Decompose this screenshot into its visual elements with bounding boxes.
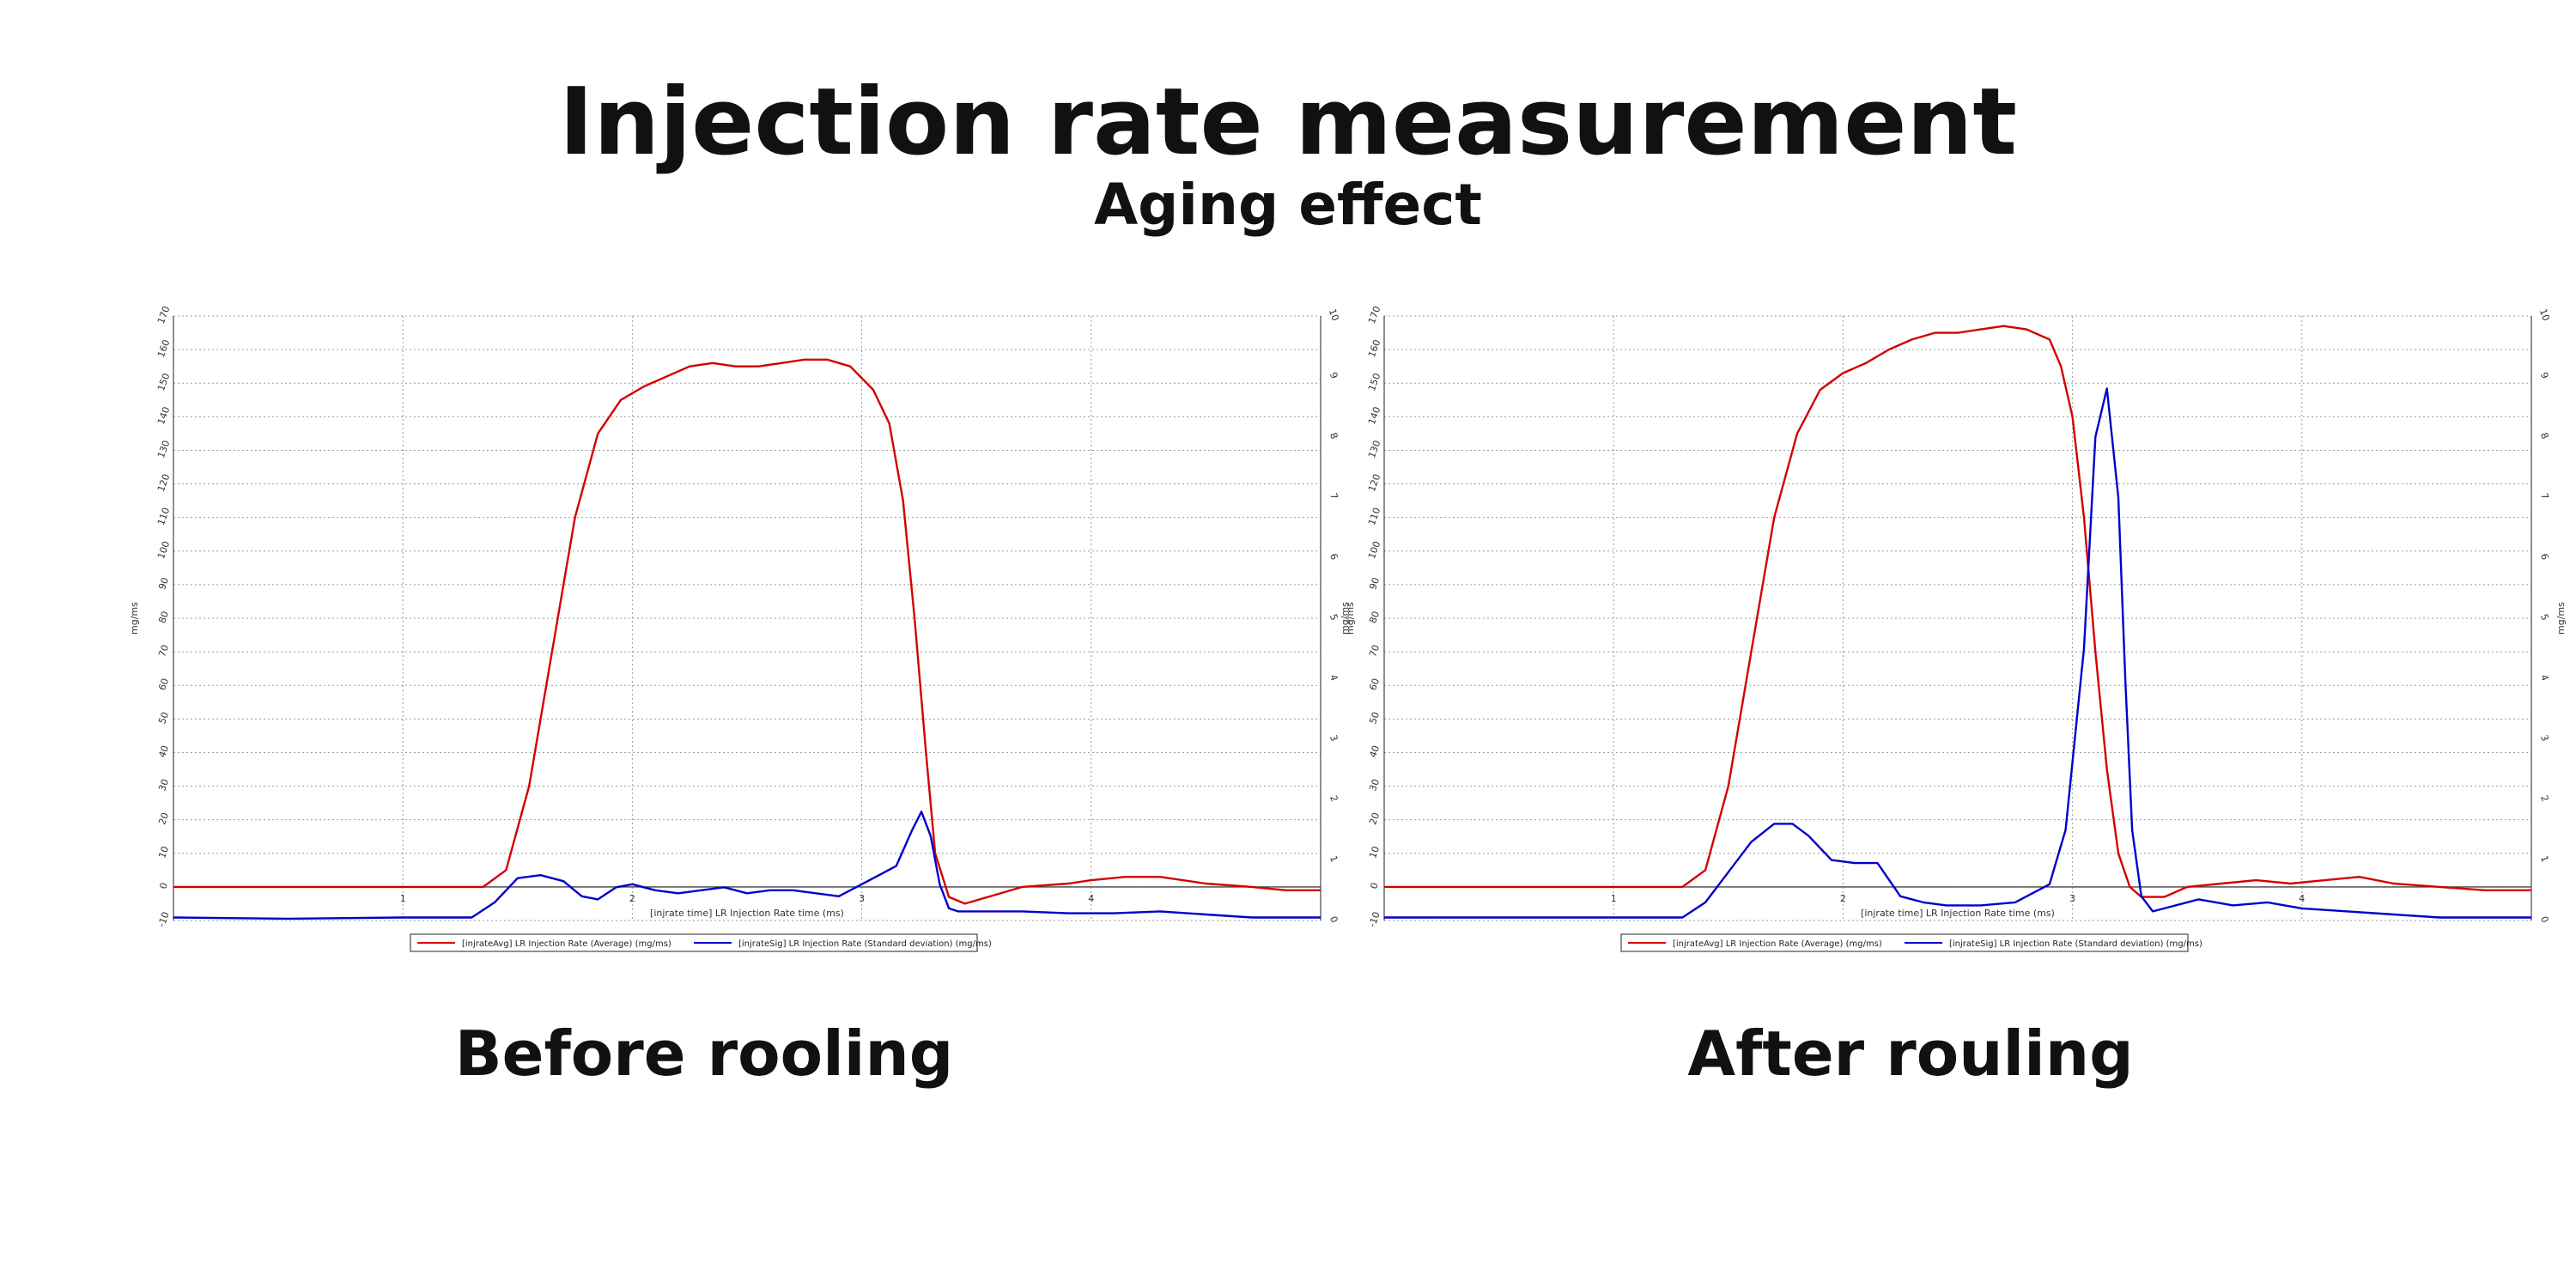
- x-tick-label: 3: [859, 893, 865, 904]
- y-tick-label: 0: [1368, 881, 1381, 890]
- y-tick-label: 80: [156, 610, 171, 625]
- y-tick-label: 60: [156, 677, 171, 692]
- y2-tick-label: 6: [2538, 552, 2551, 562]
- series-line-average: [173, 358, 1321, 905]
- y-axis-title: mg/ms: [1340, 602, 1351, 635]
- x-tick-label: 4: [2299, 893, 2305, 904]
- series-line-stddev: [1384, 387, 2531, 919]
- y2-tick-label: 8: [2538, 431, 2551, 440]
- y2-tick-label: 1: [2538, 854, 2551, 864]
- y-tick-label: 50: [156, 710, 171, 726]
- y-tick-label: 10: [156, 845, 171, 860]
- chart-after: -100102030405060708090100110120130140150…: [1340, 305, 2567, 952]
- y2-tick-label: 7: [1327, 491, 1340, 501]
- y-tick-label: 90: [156, 576, 171, 592]
- legend-label: [injrateAvg] LR Injection Rate (Average)…: [1673, 939, 1882, 949]
- y-tick-label: 30: [1367, 778, 1382, 793]
- caption-before: Before rooling: [454, 1018, 954, 1090]
- y-tick-label: 170: [1366, 305, 1382, 325]
- y-tick-label: 20: [156, 811, 171, 827]
- y-tick-label: 40: [156, 744, 171, 759]
- y-tick-label: 140: [1366, 405, 1382, 426]
- y2-tick-label: 2: [1327, 793, 1340, 803]
- y2-tick-label: 2: [2538, 793, 2551, 803]
- series-line-average: [1384, 325, 2531, 898]
- y2-tick-label: 5: [1327, 612, 1340, 622]
- y-tick-label: 70: [1367, 643, 1382, 659]
- x-axis-title: [injrate time] LR Injection Rate time (m…: [1861, 908, 2055, 919]
- y-tick-label: 40: [1367, 744, 1382, 759]
- y2-tick-label: 1: [1327, 854, 1340, 864]
- y-tick-label: 30: [156, 778, 171, 793]
- legend-label: [injrateSig] LR Injection Rate (Standard…: [738, 939, 992, 949]
- y-tick-label: 100: [1366, 539, 1382, 560]
- chart-before: -100102030405060708090100110120130140150…: [129, 305, 1356, 952]
- x-axis-title: [injrate time] LR Injection Rate time (m…: [650, 908, 844, 919]
- y-tick-label: 100: [155, 539, 172, 560]
- y-tick-label: 60: [1367, 677, 1382, 692]
- x-tick-label: 3: [2069, 893, 2075, 904]
- y-tick-label: 160: [1366, 338, 1382, 359]
- y-tick-label: 70: [156, 643, 171, 659]
- y-tick-label: 90: [1367, 576, 1382, 592]
- legend-label: [injrateAvg] LR Injection Rate (Average)…: [462, 939, 671, 949]
- x-tick-label: 1: [400, 893, 406, 904]
- y2-tick-label: 4: [1327, 673, 1340, 683]
- y2-tick-label: 9: [1327, 371, 1340, 380]
- x-tick-label: 2: [1840, 893, 1846, 904]
- y-tick-label: 170: [155, 305, 172, 325]
- y-tick-label: 120: [155, 472, 172, 493]
- y-tick-label: 160: [155, 338, 172, 359]
- y-tick-label: 120: [1366, 472, 1382, 493]
- y2-axis-title: mg/ms: [2555, 602, 2567, 635]
- y2-tick-label: 8: [1327, 431, 1340, 440]
- y2-tick-label: 10: [2537, 307, 2552, 323]
- caption-after: After rouling: [1687, 1018, 2134, 1090]
- y2-tick-label: 7: [2538, 491, 2551, 501]
- y-tick-label: -10: [156, 910, 172, 928]
- y-tick-label: 130: [1366, 439, 1382, 459]
- y2-tick-label: 0: [1327, 914, 1340, 924]
- legend-label: [injrateSig] LR Injection Rate (Standard…: [1949, 939, 2202, 949]
- y-tick-label: 150: [155, 372, 172, 392]
- y-tick-label: 50: [1367, 710, 1382, 726]
- y-tick-label: -10: [1367, 910, 1382, 928]
- x-tick-label: 4: [1088, 893, 1094, 904]
- y-tick-label: 130: [155, 439, 172, 459]
- y2-tick-label: 0: [2538, 914, 2551, 924]
- y2-tick-label: 9: [2538, 371, 2551, 380]
- y2-tick-label: 10: [1327, 307, 1341, 323]
- y2-tick-label: 6: [1327, 552, 1340, 562]
- y-tick-label: 0: [157, 881, 170, 890]
- x-tick-label: 2: [629, 893, 635, 904]
- y2-tick-label: 3: [2538, 733, 2551, 743]
- y-tick-label: 150: [1366, 372, 1382, 392]
- series-line-stddev: [173, 811, 1321, 920]
- y-tick-label: 80: [1367, 610, 1382, 625]
- y2-tick-label: 4: [2538, 673, 2551, 683]
- page-subtitle: Aging effect: [1094, 172, 1482, 238]
- y-tick-label: 10: [1367, 845, 1382, 860]
- y2-axis-title: mg/ms: [1345, 602, 1356, 635]
- y-tick-label: 110: [1366, 506, 1382, 526]
- y-tick-label: 140: [155, 405, 172, 426]
- x-tick-label: 1: [1611, 893, 1617, 904]
- y2-tick-label: 5: [2538, 612, 2551, 622]
- y-tick-label: 110: [155, 506, 172, 526]
- page-title: Injection rate measurement: [559, 69, 2017, 176]
- y2-tick-label: 3: [1327, 733, 1340, 743]
- y-axis-title: mg/ms: [129, 602, 140, 635]
- y-tick-label: 20: [1367, 811, 1382, 827]
